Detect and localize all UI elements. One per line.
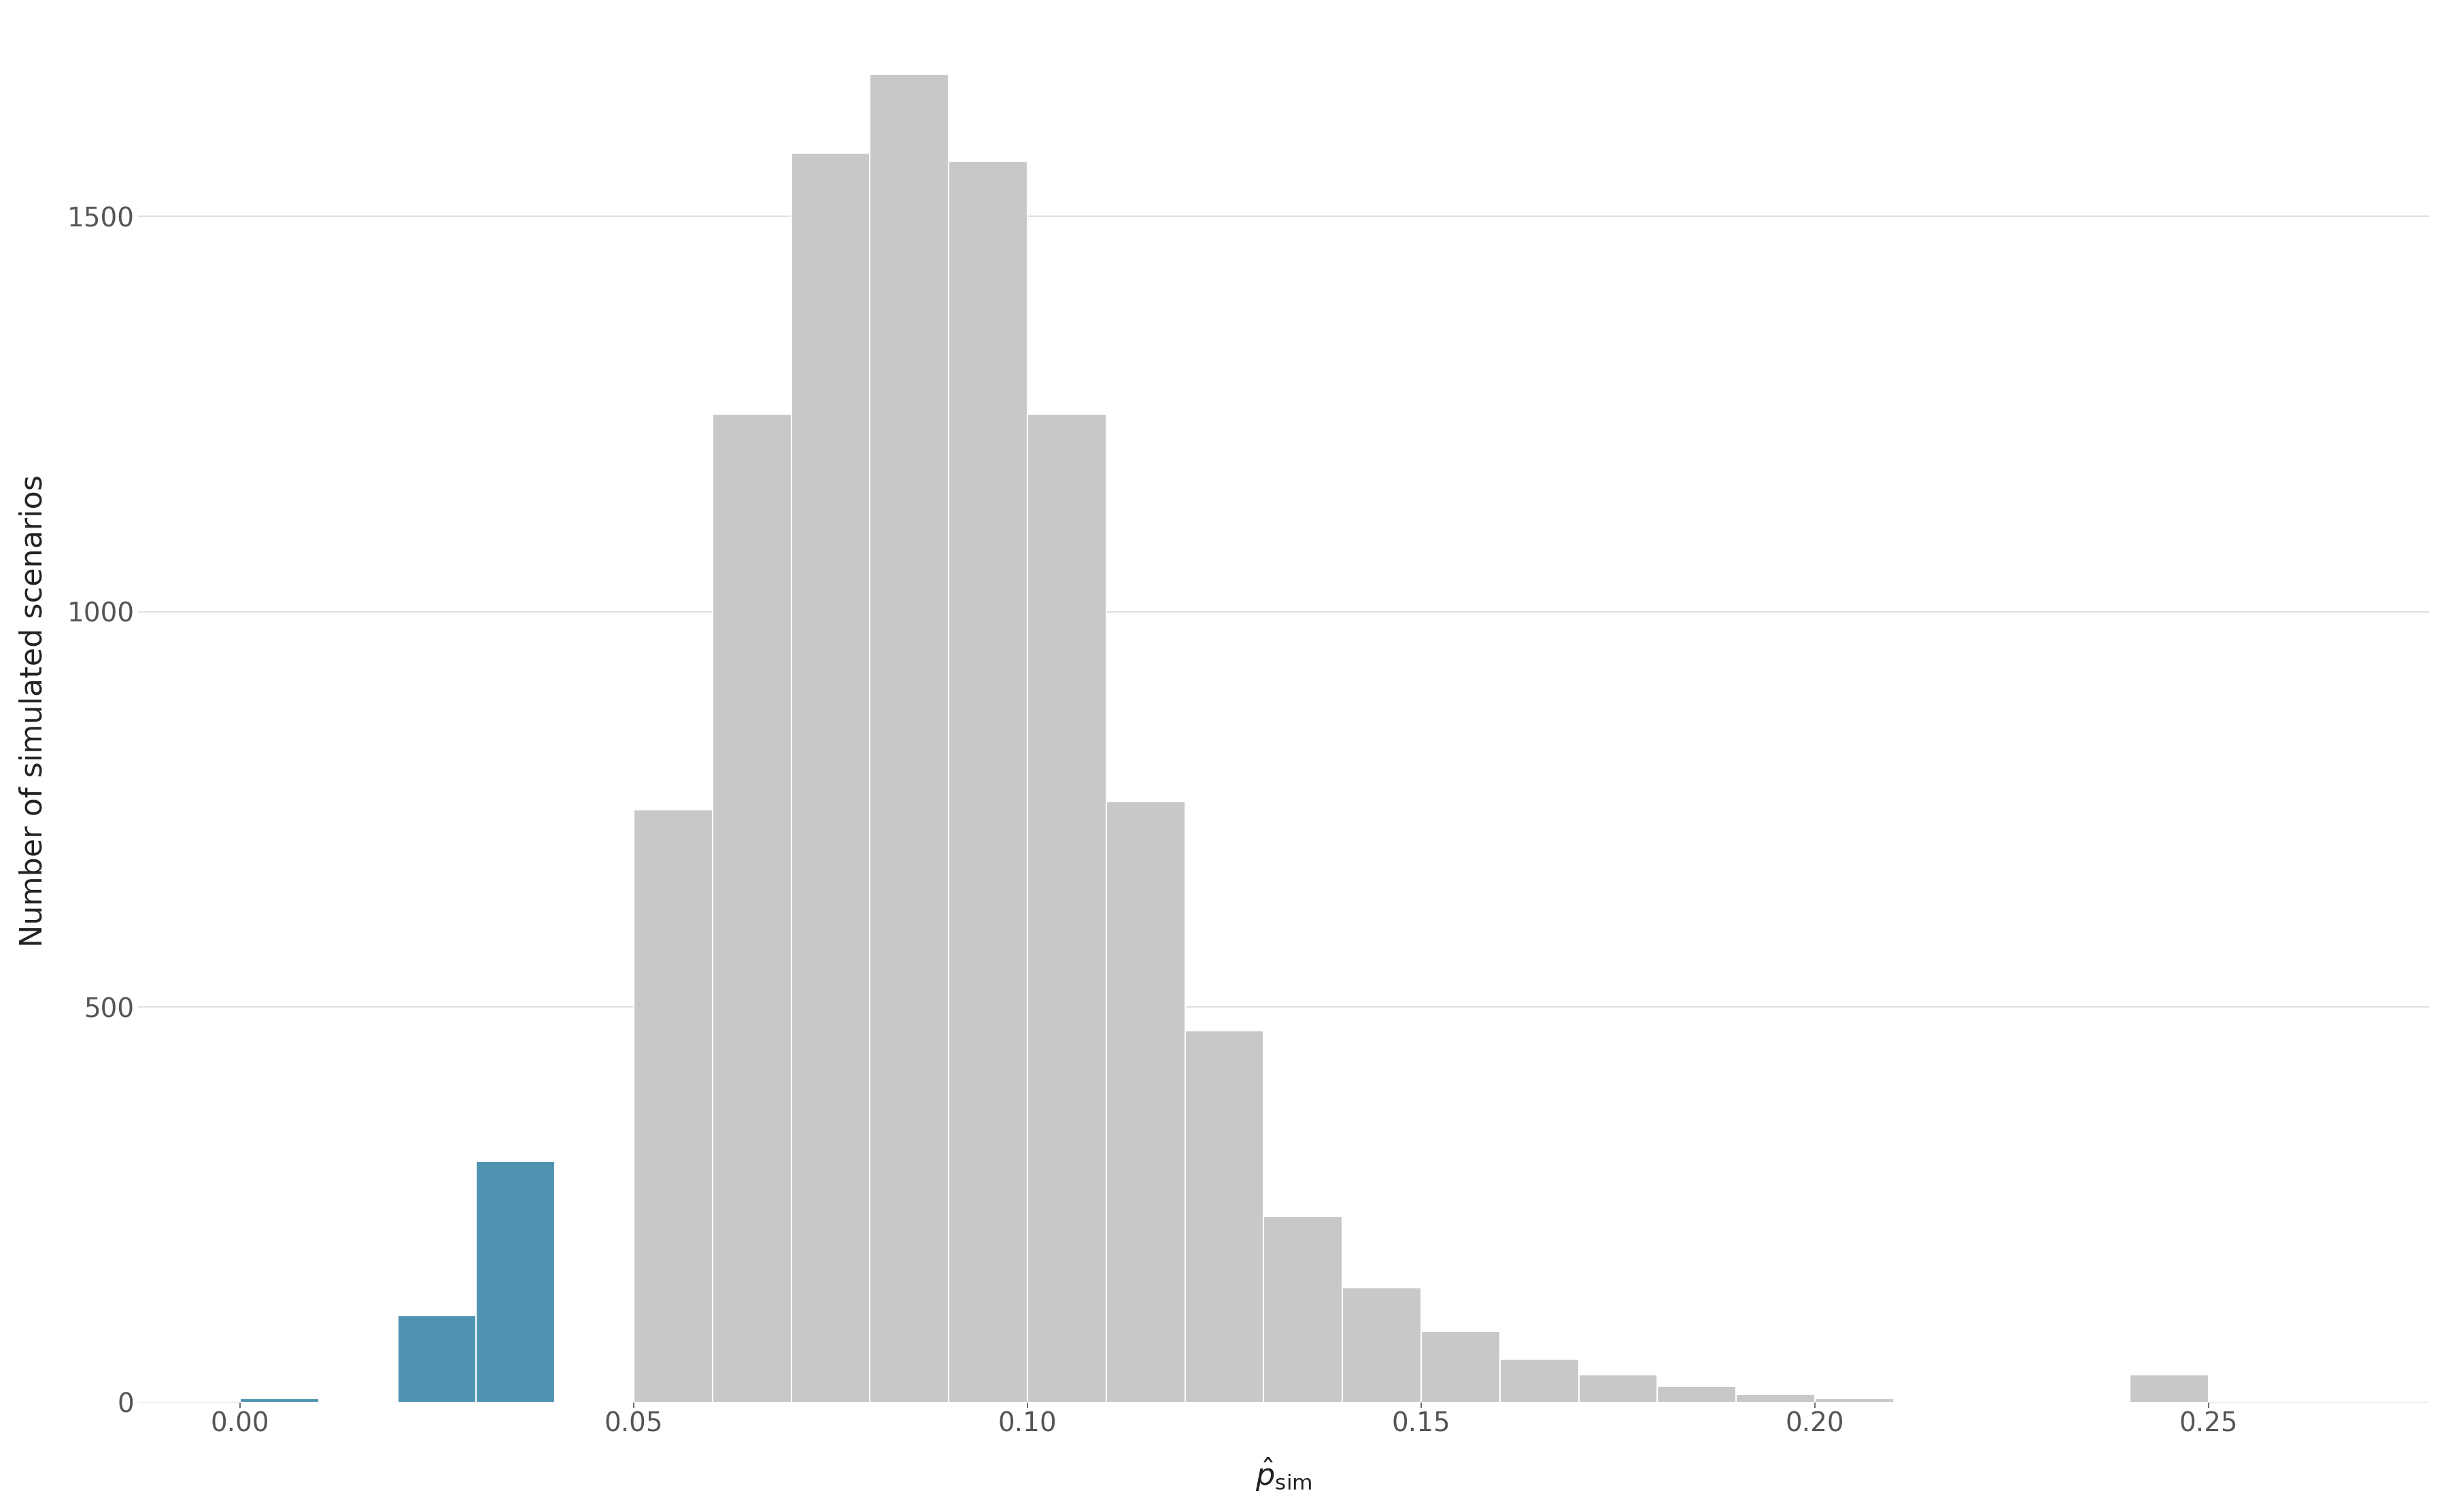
Bar (1185, 1031, 1263, 1402)
Bar (240, 1399, 318, 1402)
Bar (1263, 1217, 1342, 1402)
Bar (1028, 414, 1106, 1402)
Bar (1342, 1288, 1422, 1402)
Bar (1422, 1331, 1501, 1402)
Bar (634, 809, 712, 1402)
X-axis label: $\hat{p}_{\mathrm{sim}}$: $\hat{p}_{\mathrm{sim}}$ (1256, 1456, 1312, 1494)
Bar (2130, 1374, 2208, 1402)
Bar (712, 414, 791, 1402)
Bar (1501, 1359, 1579, 1402)
Bar (477, 1161, 556, 1402)
Bar (1736, 1394, 1814, 1402)
Y-axis label: Number of simulated scenarios: Number of simulated scenarios (20, 475, 49, 947)
Bar (1106, 801, 1185, 1402)
Bar (1814, 1399, 1895, 1402)
Bar (1657, 1387, 1736, 1402)
Bar (950, 162, 1028, 1402)
Bar (869, 74, 950, 1402)
Bar (791, 153, 869, 1402)
Bar (397, 1315, 477, 1402)
Bar (1579, 1374, 1657, 1402)
